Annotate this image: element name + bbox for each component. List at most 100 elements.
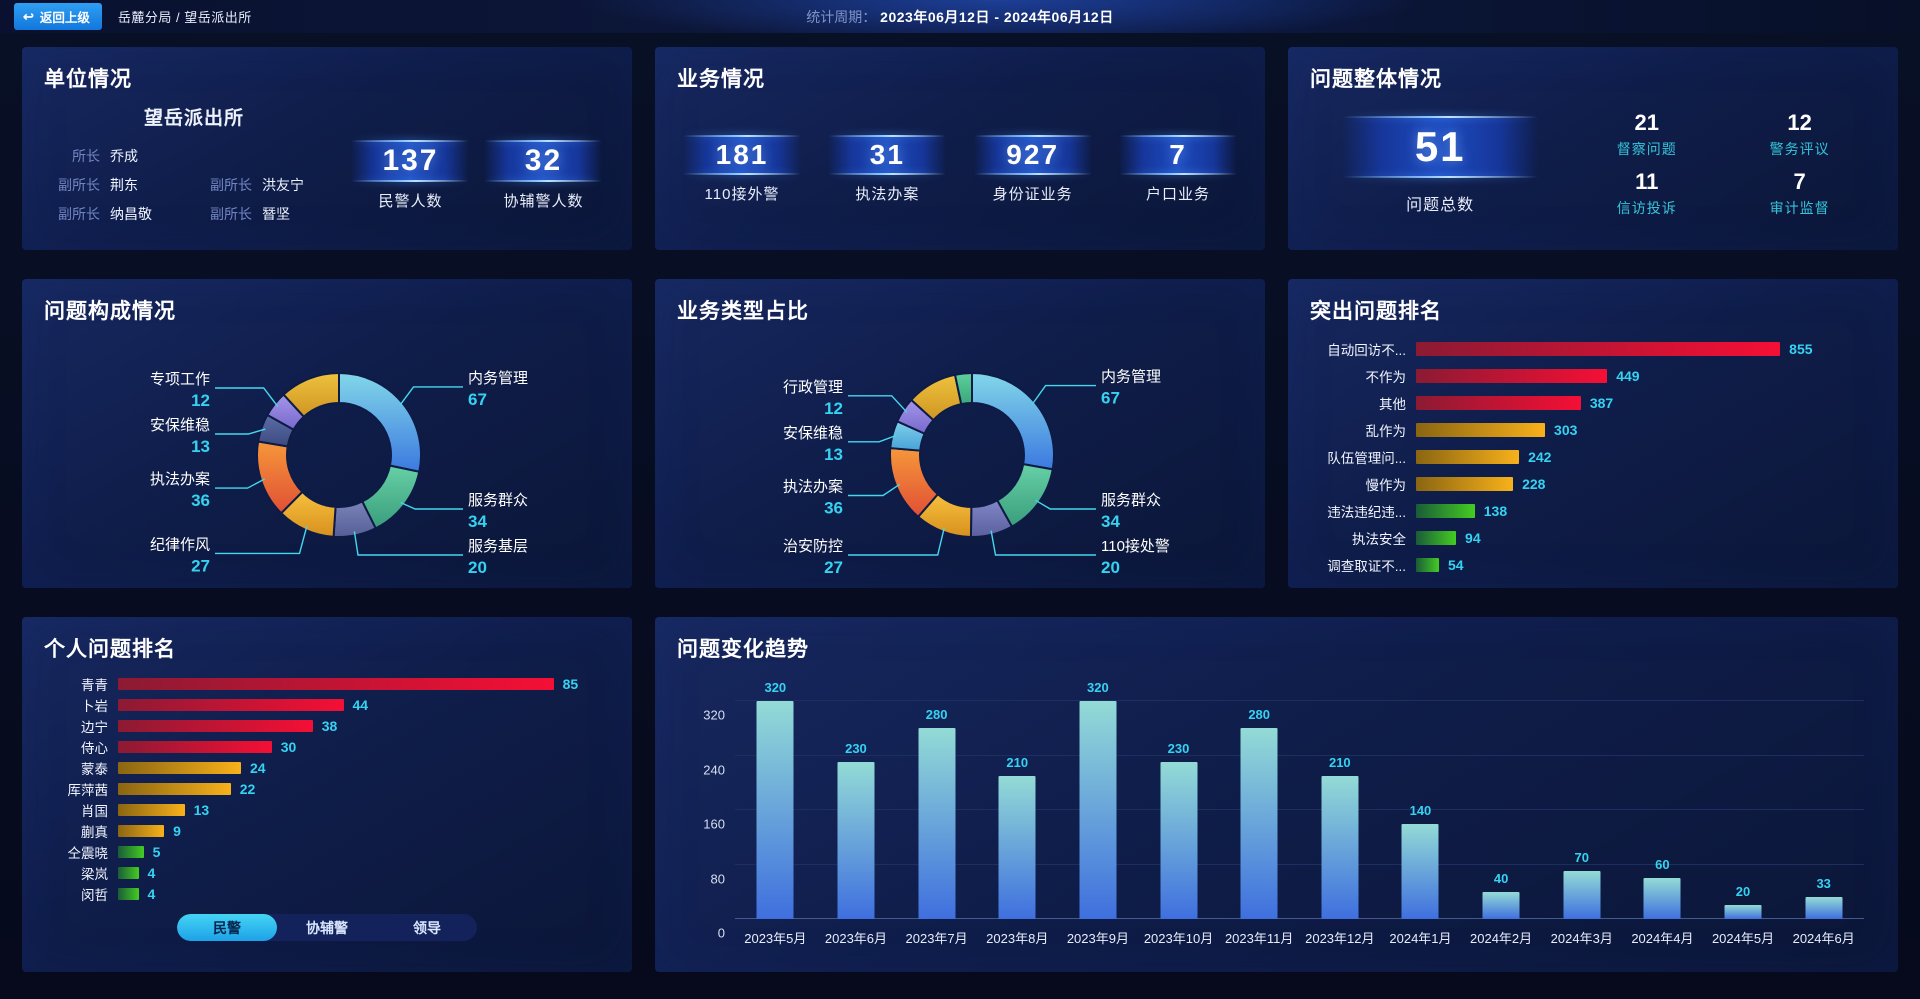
tab-xiefujing[interactable]: 协辅警 [306, 919, 348, 936]
x-axis-label: 2024年5月 [1711, 931, 1775, 946]
donut-chart-business-type[interactable]: 内务管理 67 服务群众 34 110接处警 20 行政管理 12 安保维稳 13 执法办案 36 治安… [677, 327, 1243, 577]
breadcrumb[interactable]: 岳麓分局 / 望岳派出所 [117, 10, 252, 25]
trend-bar[interactable] [1321, 775, 1359, 919]
bar-value: 54 [1448, 556, 1464, 573]
leader-name: 荆东 [110, 177, 138, 193]
bar[interactable] [118, 761, 241, 774]
trend-bar[interactable] [1482, 891, 1520, 919]
stat-value: 7 [1793, 168, 1806, 194]
donut-label: 服务群众 [1101, 492, 1161, 509]
panel-title-problem-trend: 问题变化趋势 [677, 638, 809, 661]
tab-lingdao[interactable]: 领导 [413, 919, 441, 936]
stat-value: 51 [1414, 122, 1466, 170]
tab-minjing[interactable]: 民警 [177, 914, 277, 941]
trend-bar[interactable] [756, 701, 794, 919]
donut-chart-problem-composition[interactable]: 内务管理 67 服务群众 34 服务基层 20 专项工作 12 安保维稳 13 执法办案 36 纪律作风… [44, 327, 610, 577]
trend-bar[interactable] [918, 728, 956, 919]
stat-label: 民警人数 [378, 193, 443, 210]
bar[interactable] [1416, 422, 1546, 437]
donut-value: 20 [468, 558, 487, 577]
bar[interactable] [118, 803, 185, 816]
gridline: 160 [703, 809, 1864, 832]
trend-bar[interactable] [1643, 878, 1681, 919]
donut-value: 27 [191, 556, 210, 575]
bar-row: 违法违纪违... 138 [1310, 497, 1876, 524]
trend-bar[interactable] [837, 762, 875, 919]
panel-title-problem-overview: 问题整体情况 [1310, 68, 1442, 91]
trend-bar[interactable] [1563, 871, 1601, 919]
trend-bar[interactable] [1724, 905, 1762, 919]
stat-label: 信访投诉 [1616, 199, 1677, 216]
leader-row: 所长 乔成 [44, 146, 344, 166]
bar-category-label: 梁岚 [81, 866, 108, 882]
label-leader-line [1035, 499, 1096, 510]
donut-slice[interactable] [338, 371, 422, 473]
donut-label: 执法办案 [150, 470, 210, 488]
panel-business-type: 业务类型占比 内务管理 67 服务群众 34 110接处警 20 行政管理 12 安保维稳 13 执… [655, 279, 1265, 588]
bar[interactable] [1416, 368, 1608, 383]
donut-value: 67 [1101, 389, 1120, 408]
stat-law-enforcement: 31 执法办案 [828, 135, 947, 204]
bar[interactable] [118, 782, 231, 795]
stat-police-count: 137 民警人数 [351, 141, 470, 211]
bar[interactable] [1416, 341, 1781, 356]
donut-label: 服务群众 [468, 492, 528, 509]
bar-chart-personal-ranking: 青青 85 卜岩 44 边宁 38 侍心 30 蒙泰 24 厍萍茜 22 肖国 13 蒯真 9 仝震晓 5 梁岚 4 闵… [44, 673, 610, 904]
panel-title-business: 业务情况 [677, 68, 765, 91]
bar[interactable] [118, 698, 344, 711]
stat-label: 审计监督 [1769, 199, 1830, 216]
panel-personal-ranking: 个人问题排名 青青 85 卜岩 44 边宁 38 侍心 30 蒙泰 24 厍萍茜 22 肖国 13 蒯真 9 仝… [22, 617, 632, 972]
bar-track: 228 [1416, 475, 1876, 492]
donut-slice[interactable] [953, 371, 973, 406]
bar[interactable] [118, 719, 313, 732]
bar[interactable] [1416, 557, 1439, 572]
back-button[interactable]: ↩ 返回上级 [14, 3, 102, 30]
label-leader-line [848, 434, 897, 443]
bar-category-label: 调查取证不... [1327, 558, 1406, 574]
bar[interactable] [1416, 449, 1520, 464]
stat-value: 11 [1635, 168, 1659, 194]
leader-name: 洪友宁 [262, 177, 304, 193]
bar-row: 仝震晓 5 [44, 841, 610, 862]
bar[interactable] [118, 740, 272, 753]
stat-label: 督察问题 [1616, 140, 1677, 157]
trend-bar-value: 40 [1493, 870, 1509, 886]
bar[interactable] [1416, 476, 1514, 491]
bar-chart-top-problems: 自动回访不... 855 不作为 449 其他 387 乱作为 303 队伍管理问... 242 慢… [1310, 335, 1876, 578]
bar-category-label: 侍心 [81, 740, 108, 756]
donut-slice[interactable] [971, 371, 1055, 471]
donut-label: 安保维稳 [783, 425, 843, 442]
bar[interactable] [118, 824, 165, 837]
bar-category-label: 青青 [81, 677, 108, 693]
label-leader-line [353, 531, 463, 556]
bar-category-label: 厍萍茜 [67, 782, 109, 798]
stat-value: 927 [1006, 138, 1060, 170]
trend-bar-value: 140 [1409, 802, 1432, 818]
donut-slice[interactable] [282, 371, 340, 419]
trend-bar[interactable] [1805, 896, 1843, 919]
trend-plot-area: 0 80 160 240 320 320 2023年5月 230 2023年6月 280 2023年… [703, 680, 1864, 946]
bar[interactable] [118, 866, 139, 879]
trend-bar[interactable] [1079, 701, 1117, 919]
stat-id-card: 927 身份证业务 [973, 135, 1092, 204]
bar-category-label: 慢作为 [1365, 477, 1407, 493]
bar[interactable] [118, 887, 139, 900]
y-axis-tick: 0 [717, 925, 725, 941]
bar-track: 22 [118, 781, 610, 797]
trend-bar[interactable] [1240, 728, 1278, 919]
label-leader-line [215, 428, 266, 435]
donut-value: 36 [824, 499, 843, 518]
bar-value: 228 [1522, 475, 1546, 492]
bar[interactable] [1416, 395, 1581, 410]
bar-track: 13 [118, 802, 610, 818]
bar[interactable] [118, 845, 144, 858]
trend-bar[interactable] [1160, 762, 1198, 919]
bar-value: 449 [1616, 367, 1640, 384]
y-axis-tick: 160 [703, 816, 725, 832]
bar-track: 303 [1416, 422, 1876, 438]
bar[interactable] [1416, 503, 1475, 518]
bar[interactable] [118, 677, 554, 690]
trend-bar[interactable] [998, 775, 1036, 919]
trend-bar[interactable] [1401, 823, 1439, 919]
bar[interactable] [1416, 530, 1457, 545]
